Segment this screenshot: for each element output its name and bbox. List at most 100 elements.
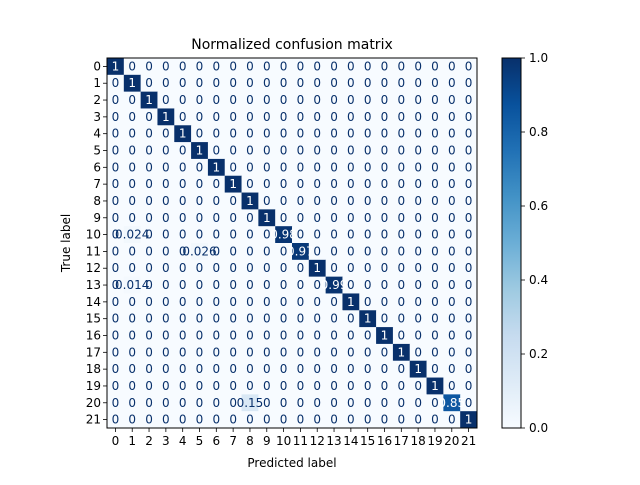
matrix-cell [342,276,360,294]
cell-value-label: 0 [162,144,170,158]
cell-value-label: 0 [330,211,338,225]
cell-value-label: 0 [112,244,120,258]
cell-value-label: 0 [145,110,153,124]
cell-value-label: 1 [179,127,187,141]
matrix-cell [443,158,461,177]
matrix-cell [426,377,444,395]
cell-value-label: 0 [465,127,473,141]
cell-value-label: 0 [347,413,355,427]
cell-value-label: 0 [330,228,338,242]
matrix-cell [207,360,226,378]
cell-value-label: 0 [414,278,422,292]
matrix-cell [359,343,377,362]
cell-value-label: 0 [280,194,288,208]
matrix-cell [308,310,327,328]
matrix-cell [241,259,259,278]
cell-value-label: 0 [128,312,136,326]
matrix-cell [241,394,259,412]
cell-value-label: 0.97 [287,244,314,258]
cell-value-label: 0 [397,396,405,410]
matrix-cell [409,343,427,362]
x-tick-label: 20 [444,434,459,448]
cell-value-label: 0 [330,144,338,158]
cell-value-label: 0 [128,329,136,343]
cell-value-label: 0.014 [115,278,149,292]
cell-value-label: 0 [179,312,187,326]
matrix-cell [123,74,142,93]
cell-value-label: 0 [448,362,456,376]
matrix-cell [258,259,276,278]
matrix-cell [207,125,226,143]
cell-value-label: 0.85 [438,396,465,410]
matrix-cell [392,226,411,244]
matrix-cell [140,259,158,278]
matrix-cell [342,310,360,328]
cell-value-label: 0 [397,211,405,225]
matrix-cell [275,327,293,345]
cell-value-label: 0 [465,362,473,376]
cell-value-label: 0 [431,127,439,141]
matrix-cell [174,209,192,227]
cell-value-label: 0 [381,194,389,208]
y-tick-label: 4 [93,127,101,141]
cell-value-label: 0 [196,413,204,427]
matrix-cell [191,108,209,126]
cell-value-label: 0 [179,177,187,191]
matrix-cell [241,343,259,362]
matrix-cell [275,394,293,412]
cell-value-label: 0 [414,379,422,393]
cell-value-label: 0 [145,244,153,258]
matrix-cell [460,411,478,429]
cell-value-label: 1 [465,413,473,427]
cell-value-label: 0 [431,345,439,359]
matrix-cell [157,360,175,378]
matrix-cell [191,125,209,143]
matrix-cell [157,74,175,93]
cell-value-label: 0 [465,160,473,174]
y-tick-label: 12 [86,261,101,275]
matrix-cell [460,158,478,177]
cell-value-label: 0 [246,362,254,376]
cell-value-label: 0 [246,295,254,309]
cell-value-label: 0 [246,59,254,73]
colorbar-tick-label: 0.2 [529,347,548,361]
matrix-cell [207,343,226,362]
cell-value-label: 0 [381,59,389,73]
cell-value-label: 0 [397,110,405,124]
matrix-cell [359,158,377,177]
cell-value-label: 0 [128,261,136,275]
cell-value-label: 0 [162,261,170,275]
cell-value-label: 0 [347,345,355,359]
matrix-cell [174,343,192,362]
matrix-cell [174,192,192,210]
cell-value-label: 0 [330,194,338,208]
y-tick-label: 9 [93,211,101,225]
cell-value-label: 0 [246,312,254,326]
matrix-cell [241,360,259,378]
matrix-cell [140,226,158,244]
cell-value-label: 0 [280,295,288,309]
matrix-cell [207,58,226,76]
y-tick-label: 18 [86,362,101,376]
cell-value-label: 0 [364,379,372,393]
matrix-cell [191,310,209,328]
matrix-cell [157,226,175,244]
matrix-cell [107,310,125,328]
cell-value-label: 0.99 [321,278,348,292]
matrix-cell [426,108,444,126]
cell-value-label: 0 [364,59,372,73]
matrix-cell [157,209,175,227]
matrix-cell [325,175,343,193]
matrix-cell [107,158,125,177]
matrix-cell [224,310,242,328]
matrix-cell [258,293,276,311]
matrix-cell [191,327,209,345]
cell-value-label: 1 [145,93,153,107]
cell-value-label: 0 [196,261,204,275]
cell-value-label: 0 [397,379,405,393]
matrix-cell [443,125,461,143]
matrix-cell [191,259,209,278]
cell-value-label: 0 [128,211,136,225]
cell-value-label: 0 [381,160,389,174]
matrix-cell [392,327,411,345]
